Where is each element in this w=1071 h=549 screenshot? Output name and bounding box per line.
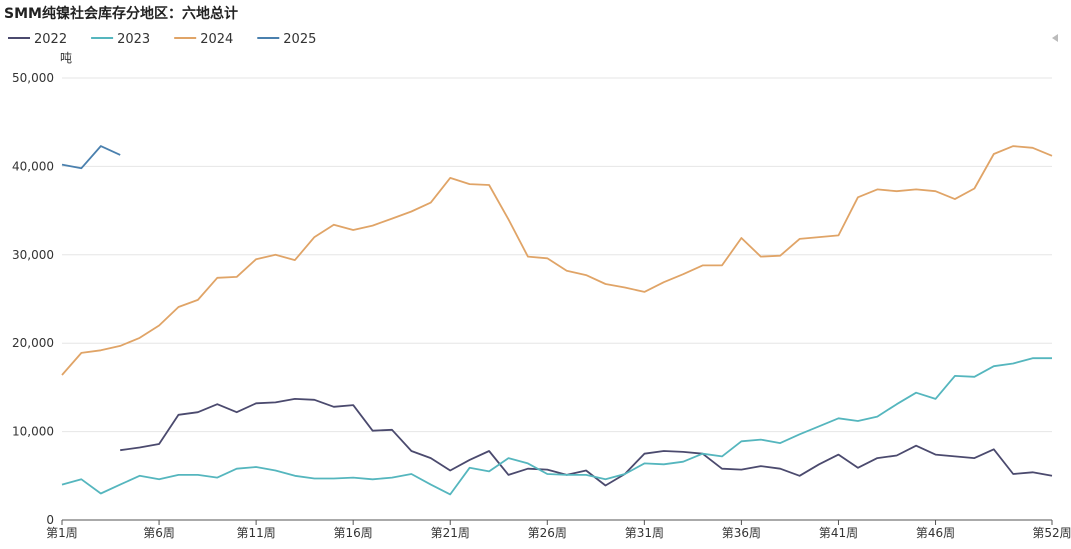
y-unit: 吨 <box>60 51 72 65</box>
x-tick-label: 第41周 <box>819 526 858 540</box>
y-tick-label: 0 <box>46 513 54 527</box>
x-tick-label: 第31周 <box>625 526 664 540</box>
legend: 2022 2023 2024 2025 <box>8 32 316 47</box>
x-tick-label: 第46周 <box>916 526 955 540</box>
y-tick-label: 50,000 <box>12 71 54 85</box>
legend-label: 2024 <box>200 32 233 47</box>
x-tick-label: 第26周 <box>528 526 567 540</box>
legend-label: 2022 <box>34 32 67 47</box>
x-tick-label: 第52周 <box>1032 526 1071 540</box>
y-tick-label: 20,000 <box>12 336 54 350</box>
x-tick-label: 第16周 <box>334 526 373 540</box>
y-tick-label: 10,000 <box>12 425 54 439</box>
chart-title: SMM纯镍社会库存分地区：六地总计 <box>4 5 238 22</box>
series-line <box>120 398 1053 487</box>
x-tick-label: 第1周 <box>46 526 78 540</box>
y-tick-label: 40,000 <box>12 159 54 173</box>
series-line <box>61 145 121 170</box>
y-tick-label: 30,000 <box>12 248 54 262</box>
series-line <box>61 145 1053 376</box>
legend-label: 2023 <box>117 32 150 47</box>
x-tick-label: 第21周 <box>431 526 470 540</box>
legend-scroll-arrow[interactable] <box>1052 34 1058 42</box>
x-tick-label: 第6周 <box>143 526 175 540</box>
x-tick-label: 第11周 <box>236 526 275 540</box>
legend-label: 2025 <box>283 32 316 47</box>
x-tick-label: 第36周 <box>722 526 761 540</box>
series-line <box>61 357 1052 496</box>
